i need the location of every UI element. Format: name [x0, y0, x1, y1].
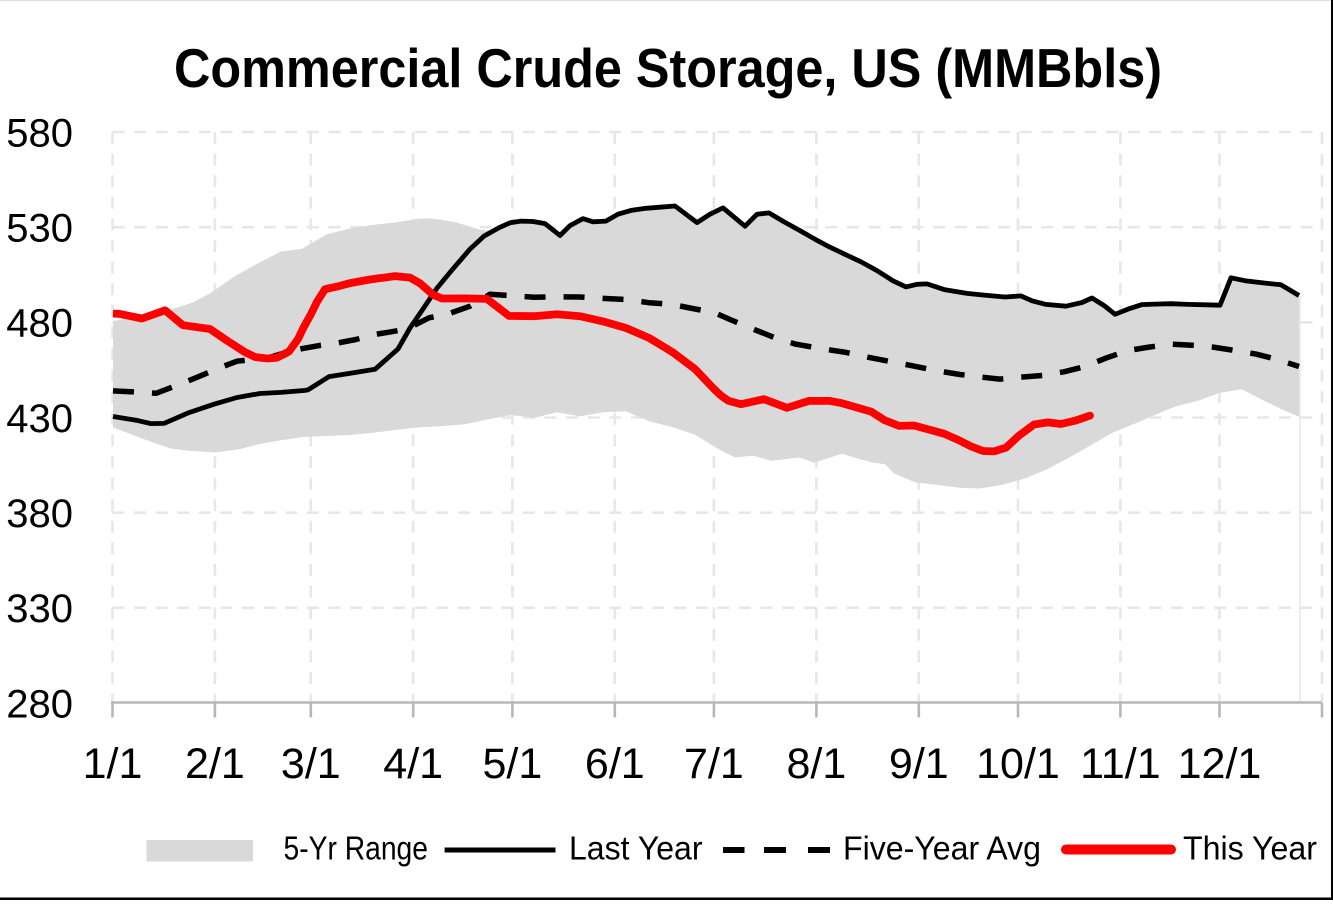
svg-text:This Year: This Year	[1183, 830, 1317, 867]
svg-text:580: 580	[6, 111, 73, 155]
svg-text:1/1: 1/1	[83, 740, 143, 788]
svg-text:8/1: 8/1	[787, 740, 847, 788]
svg-text:5-Yr Range: 5-Yr Range	[284, 830, 429, 867]
svg-text:530: 530	[6, 207, 73, 251]
svg-text:9/1: 9/1	[889, 740, 949, 788]
svg-text:280: 280	[6, 682, 73, 726]
svg-text:5/1: 5/1	[483, 740, 543, 788]
svg-text:6/1: 6/1	[585, 740, 645, 788]
svg-text:2/1: 2/1	[185, 740, 245, 788]
svg-text:Last Year: Last Year	[569, 830, 703, 867]
svg-text:480: 480	[6, 302, 73, 346]
svg-text:7/1: 7/1	[684, 740, 744, 788]
svg-text:12/1: 12/1	[1178, 740, 1262, 788]
svg-text:4/1: 4/1	[383, 740, 443, 788]
svg-text:430: 430	[6, 397, 73, 441]
svg-text:Five-Year Avg: Five-Year Avg	[843, 830, 1041, 867]
svg-text:10/1: 10/1	[976, 740, 1060, 788]
svg-text:380: 380	[6, 492, 73, 536]
svg-text:330: 330	[6, 587, 73, 631]
svg-text:Commercial Crude Storage, US (: Commercial Crude Storage, US (MMBbls)	[174, 37, 1162, 99]
svg-text:3/1: 3/1	[281, 740, 341, 788]
svg-text:11/1: 11/1	[1080, 740, 1161, 788]
